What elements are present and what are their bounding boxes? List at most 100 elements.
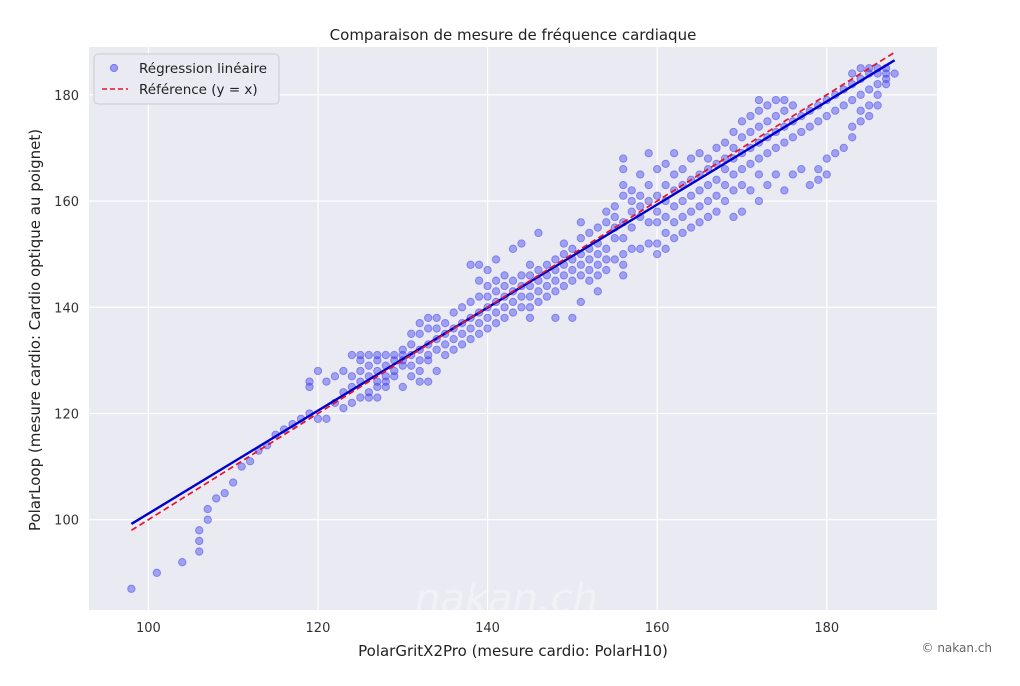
scatter-point xyxy=(644,218,653,227)
scatter-point xyxy=(364,361,373,370)
y-tick-label: 120 xyxy=(54,407,79,422)
scatter-point xyxy=(746,127,755,137)
scatter-point xyxy=(703,180,713,190)
scatter-point xyxy=(619,180,628,190)
scatter-point xyxy=(500,303,509,312)
scatter-point xyxy=(754,196,764,206)
scatter-point xyxy=(466,297,475,307)
scatter-point xyxy=(729,186,738,195)
scatter-point xyxy=(848,122,857,131)
x-tick-label: 120 xyxy=(306,621,331,636)
scatter-point xyxy=(229,478,238,487)
scatter-point xyxy=(474,260,484,269)
scatter-point xyxy=(602,255,611,264)
scatter-point xyxy=(669,149,679,158)
scatter-point xyxy=(653,239,662,248)
scatter-point xyxy=(771,111,781,121)
scatter-point xyxy=(424,313,433,323)
scatter-point xyxy=(568,265,577,275)
scatter-point xyxy=(619,249,628,259)
reference-line xyxy=(130,51,896,532)
grid xyxy=(89,47,937,610)
scatter-point xyxy=(805,180,814,190)
scatter-point xyxy=(822,111,831,121)
scatter-point xyxy=(195,526,204,535)
legend-marker-scatter xyxy=(109,63,119,73)
y-tick-label: 180 xyxy=(54,89,79,104)
scatter-point xyxy=(669,234,679,243)
scatter-point xyxy=(737,207,747,216)
copyright-text: © nakan.ch xyxy=(922,641,993,655)
y-tick-label: 160 xyxy=(54,195,79,210)
scatter-point xyxy=(339,366,348,376)
scatter-point xyxy=(602,218,611,227)
scatter-point xyxy=(593,249,602,259)
scatter-point xyxy=(576,271,585,280)
scatter-point xyxy=(780,95,789,105)
scatter-point xyxy=(856,106,865,115)
scatter-point xyxy=(822,170,831,179)
scatter-point xyxy=(483,292,492,301)
scatter-point xyxy=(686,191,696,200)
scatter-point xyxy=(491,276,501,285)
scatter-point xyxy=(364,388,373,397)
scatter-point xyxy=(678,212,687,222)
scatter-point xyxy=(797,127,806,137)
scatter-point xyxy=(729,143,738,153)
scatter-point xyxy=(542,292,552,301)
scatter-point xyxy=(373,393,382,402)
scatter-point xyxy=(814,165,823,174)
scatter-point xyxy=(178,558,187,567)
scatter-point xyxy=(695,149,704,158)
scatter-point xyxy=(390,350,399,360)
scatter-point xyxy=(381,372,390,381)
legend-label-reference: Référence (y = x) xyxy=(139,82,258,98)
scatter-point xyxy=(441,350,450,360)
scatter-point xyxy=(305,377,314,386)
scatter-point xyxy=(754,154,764,163)
scatter-point xyxy=(534,265,543,275)
scatter-point xyxy=(746,186,755,195)
scatter-point xyxy=(619,260,628,269)
y-tick-label: 100 xyxy=(54,514,79,529)
scatter-point xyxy=(848,133,857,142)
scatter-point xyxy=(712,191,721,200)
scatter-point xyxy=(466,260,475,269)
scatter-point xyxy=(619,154,628,163)
scatter-point xyxy=(780,106,789,115)
scatter-point xyxy=(347,350,357,360)
scatter-points xyxy=(127,64,899,593)
scatter-point xyxy=(517,303,526,312)
scatter-point xyxy=(347,372,357,381)
scatter-point xyxy=(686,154,696,163)
scatter-point xyxy=(644,180,653,190)
scatter-point xyxy=(313,366,323,376)
scatter-point xyxy=(466,324,475,333)
scatter-point xyxy=(686,207,696,216)
scatter-point xyxy=(831,149,840,158)
scatter-point xyxy=(593,223,602,232)
watermark-text: nakan.ch xyxy=(415,576,598,622)
scatter-point xyxy=(508,244,518,253)
scatter-point xyxy=(398,345,407,354)
scatter-point xyxy=(653,218,662,227)
scatter-point xyxy=(763,101,772,110)
scatter-point xyxy=(356,350,365,360)
scatter-point xyxy=(364,350,373,360)
scatter-point xyxy=(559,271,569,280)
scatter-point xyxy=(347,398,357,408)
scatter-point xyxy=(525,292,535,301)
scatter-point xyxy=(653,207,662,216)
scatter-point xyxy=(636,202,645,211)
scatter-point xyxy=(576,218,585,227)
scatter-point xyxy=(559,281,569,291)
scatter-point xyxy=(407,372,416,381)
scatter-point xyxy=(432,324,441,333)
scatter-point xyxy=(771,95,781,105)
scatter-point xyxy=(754,95,764,105)
scatter-point xyxy=(424,350,433,360)
scatter-point xyxy=(551,287,560,296)
scatter-point xyxy=(534,297,543,307)
scatter-point xyxy=(568,276,577,285)
scatter-point xyxy=(873,101,882,110)
